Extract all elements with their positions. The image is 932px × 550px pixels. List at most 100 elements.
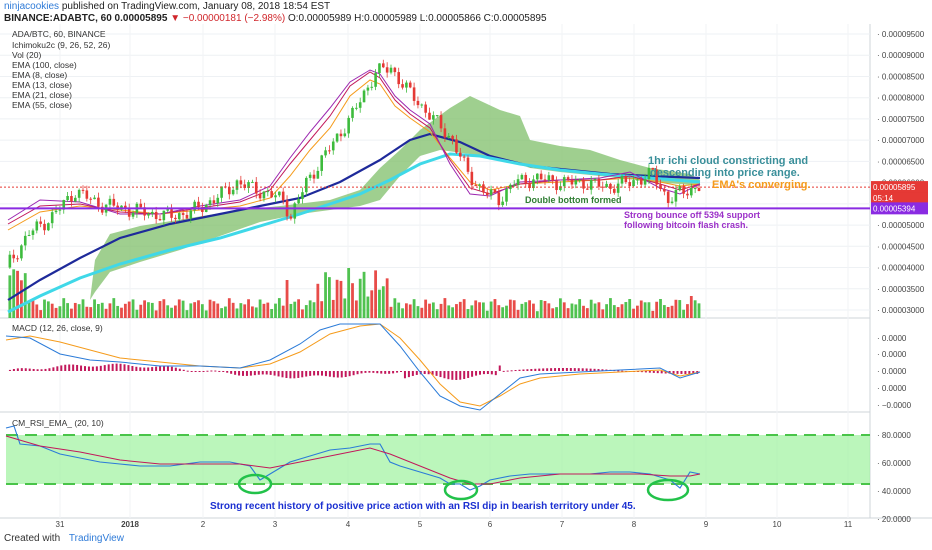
- macd-hist-bar: [400, 371, 402, 372]
- macd-hist-bar: [76, 364, 79, 371]
- volume-bar: [220, 308, 223, 318]
- candle-body: [355, 107, 358, 109]
- volume-bar: [620, 304, 624, 318]
- time-tick-label: 11: [844, 520, 853, 529]
- volume-bar: [370, 290, 374, 318]
- volume-bar: [200, 304, 204, 318]
- candle-body: [320, 155, 323, 171]
- volume-bar: [93, 299, 96, 318]
- candle-body: [632, 180, 635, 187]
- macd-hist-bar: [245, 371, 248, 376]
- macd-hist-bar: [388, 371, 391, 374]
- rsi-dip-circle-1: [237, 473, 273, 495]
- candle-body: [636, 179, 639, 181]
- ema-13-line: [7, 71, 701, 225]
- macd-hist-bar: [230, 371, 233, 374]
- ichimoku-cloud: [90, 96, 700, 300]
- macd-hist-bar: [407, 371, 410, 378]
- candle-body: [605, 183, 608, 188]
- macd-hist-bar: [372, 371, 375, 373]
- volume-bar: [462, 299, 466, 318]
- candle-body: [8, 254, 12, 268]
- candle-body: [54, 210, 58, 213]
- macd-hist-bar: [392, 371, 395, 374]
- candle-body: [228, 186, 231, 195]
- macd-hist-bar: [32, 368, 35, 371]
- macd-hist-bar: [186, 370, 189, 372]
- volume-bar: [570, 303, 574, 318]
- volume-bar: [54, 307, 58, 318]
- candle-body: [208, 200, 212, 205]
- main-legend: ADA/BTC, 60, BINANCE Ichimoku2c (9, 26, …: [12, 29, 110, 428]
- double-bottom-annotation: Double bottom formed: [525, 195, 622, 205]
- macd-hist-bar: [135, 366, 138, 371]
- macd-tick-label: · 0.0000: [877, 367, 907, 376]
- candle-body: [539, 173, 543, 180]
- macd-hist-bar: [249, 371, 252, 376]
- volume-bar: [177, 299, 181, 318]
- created-with-text: Created with: [4, 533, 61, 544]
- macd-hist-bar: [439, 371, 442, 378]
- author-link[interactable]: ninjacookies: [4, 1, 60, 12]
- ema-21-line: [7, 79, 701, 231]
- volume-bar: [254, 307, 258, 318]
- macd-hist-bar: [621, 370, 624, 372]
- macd-hist-bar: [684, 371, 687, 374]
- macd-hist-bar: [522, 369, 525, 371]
- rsi-band: [6, 435, 870, 484]
- volume-bar: [162, 299, 166, 318]
- volume-bar: [482, 302, 485, 318]
- volume-bar: [374, 270, 377, 318]
- price-tick-label: · 0.00003500: [877, 285, 925, 294]
- price-tick-label: · 0.00009000: [877, 51, 925, 60]
- price-tag-text: 0.00005394: [873, 204, 916, 213]
- macd-hist-bar: [664, 371, 667, 374]
- candle-body: [401, 84, 404, 88]
- candle-body: [351, 107, 354, 118]
- macd-hist-bar: [376, 371, 379, 374]
- volume-bar: [204, 310, 208, 318]
- volume-bar: [405, 303, 408, 318]
- publish-text: published on TradingView.com, January 08…: [59, 1, 331, 12]
- candle-body: [124, 205, 127, 209]
- candle-body: [647, 167, 651, 179]
- candle-body: [639, 179, 643, 185]
- candle-body: [628, 182, 631, 187]
- macd-hist-bar: [490, 371, 493, 375]
- volume-bar: [358, 278, 362, 318]
- legend-ema-13: EMA (13, close): [12, 80, 72, 90]
- macd-hist-bar: [660, 371, 663, 374]
- macd-hist-bar: [348, 371, 351, 377]
- volume-bar: [582, 305, 585, 318]
- macd-hist-bar: [234, 371, 237, 375]
- candle-body: [193, 201, 196, 211]
- macd-hist-bar: [380, 371, 383, 374]
- macd-hist-bar: [253, 371, 256, 376]
- macd-hist-bar: [577, 368, 580, 371]
- candle-body: [686, 193, 689, 196]
- volume-bar: [647, 302, 651, 318]
- macd-hist-bar: [95, 366, 98, 371]
- price-change: ▼ −0.00000181 (−2.98%): [170, 13, 286, 24]
- candle-body: [293, 203, 297, 219]
- macd-hist-bar: [494, 371, 497, 376]
- candle-body: [274, 195, 277, 198]
- macd-signal-line: [5, 323, 701, 407]
- support-annotation-2: following bitcoin flash crash.: [624, 220, 748, 230]
- macd-hist-bar: [526, 369, 529, 371]
- tradingview-logo[interactable]: TradingView: [68, 533, 124, 544]
- volume-bar: [104, 308, 108, 318]
- macd-hist-bar: [542, 368, 545, 371]
- candle-body: [151, 211, 154, 214]
- macd-hist-bar: [411, 371, 414, 376]
- candle-body: [489, 189, 493, 196]
- volume-bar: [324, 272, 327, 318]
- volume-bar: [447, 305, 451, 318]
- candle-body: [35, 221, 39, 231]
- volume-bar: [624, 302, 628, 318]
- volume-bar: [174, 305, 177, 318]
- volume-bar: [347, 268, 351, 318]
- macd-hist-bar: [518, 369, 521, 371]
- volume-bar: [224, 306, 227, 318]
